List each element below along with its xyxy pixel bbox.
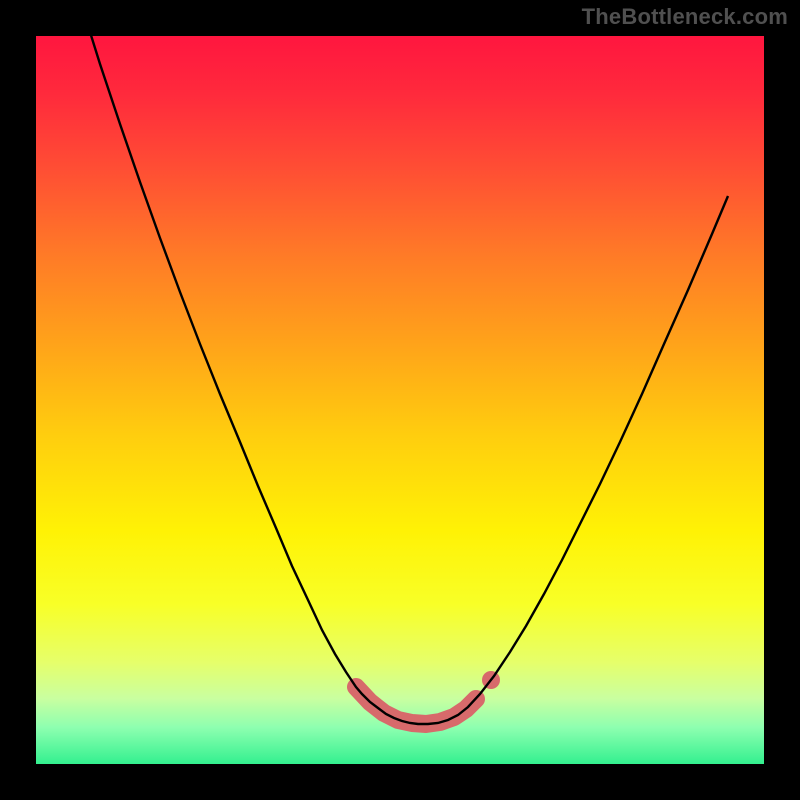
- outer-frame: TheBottleneck.com: [0, 0, 800, 800]
- watermark-text: TheBottleneck.com: [582, 4, 788, 30]
- plot-area: [36, 36, 764, 764]
- v-curve: [80, 36, 728, 724]
- chart-svg: [36, 36, 764, 764]
